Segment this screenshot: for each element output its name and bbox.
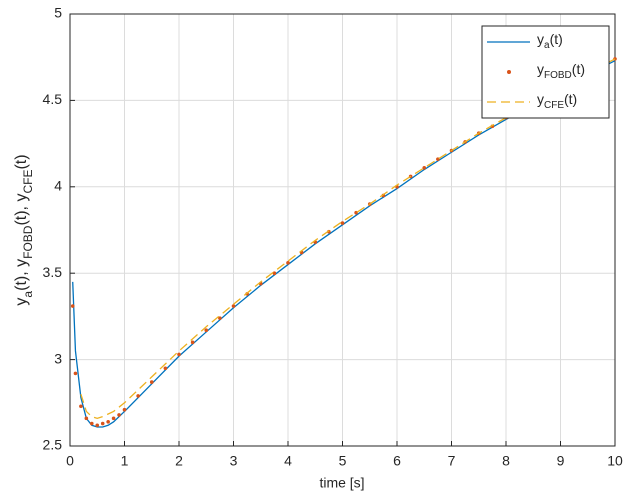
text-part: y: [537, 61, 544, 77]
x-tick-label: 8: [502, 453, 510, 469]
y-tick-label: 4.5: [43, 91, 63, 107]
text-part: (t), y: [13, 194, 30, 226]
subscript: CFE: [21, 170, 35, 194]
plot-frame: [69, 13, 616, 447]
x-tick-label: 4: [284, 453, 292, 469]
x-tick-label: 1: [121, 453, 129, 469]
legend-label: ya(t): [537, 31, 563, 51]
text-part: y: [537, 91, 544, 107]
y-tick-label: 2.5: [43, 437, 63, 453]
x-axis-label: time [s]: [319, 475, 364, 491]
data-point: [106, 420, 110, 424]
text-part: (t): [564, 91, 577, 107]
y-axis-label: ya(t), yFOBD(t), yCFE(t): [13, 154, 35, 305]
subscript: FOBD: [21, 225, 35, 259]
text-part: y: [537, 31, 544, 47]
data-point: [95, 423, 100, 428]
data-point: [100, 421, 105, 426]
data-point: [70, 304, 75, 308]
data-point: [218, 316, 222, 320]
x-tick-label: 0: [66, 453, 74, 469]
text-part: (t): [550, 31, 563, 47]
legend-label: yCFE(t): [537, 91, 577, 111]
x-tick-label: 5: [339, 453, 347, 469]
data-point: [84, 416, 89, 421]
data-point: [190, 340, 195, 345]
x-tick-label: 6: [393, 453, 401, 469]
x-tick-label: 3: [230, 453, 238, 469]
y-tick-label: 3: [54, 350, 62, 366]
x-tick-label: 9: [557, 453, 565, 469]
data-point: [204, 328, 209, 333]
data-point: [177, 352, 181, 357]
data-point: [422, 165, 427, 170]
text-part: y: [13, 298, 30, 306]
data-point: [231, 304, 236, 308]
legend-symbol: [507, 70, 511, 74]
text-part: (t): [572, 61, 585, 77]
subscript: CFE: [544, 100, 564, 111]
data-point: [163, 366, 168, 371]
legend-box: [481, 25, 610, 119]
text-part: (t): [13, 154, 30, 169]
subscript: a: [544, 40, 550, 51]
data-point: [90, 421, 94, 426]
x-tick-label: 7: [448, 453, 456, 469]
data-point: [79, 404, 83, 409]
data-point: [149, 380, 154, 384]
data-point: [117, 413, 121, 417]
data-point: [136, 394, 140, 398]
data-point: [340, 221, 345, 225]
legend-label: yFOBD(t): [537, 61, 585, 81]
y-tick-label: 3.5: [43, 264, 63, 280]
y-tick-label: 5: [54, 5, 62, 21]
subscript: FOBD: [544, 70, 572, 81]
data-point: [272, 271, 277, 276]
y-tick-label: 4: [54, 178, 62, 194]
data-point: [73, 371, 78, 376]
x-tick-label: 2: [175, 453, 183, 469]
data-point: [111, 416, 116, 421]
subscript: a: [21, 291, 35, 298]
text-part: (t), y: [13, 259, 30, 291]
data-point: [122, 407, 127, 412]
x-tick-label: 10: [607, 453, 623, 469]
data-point: [286, 261, 290, 265]
